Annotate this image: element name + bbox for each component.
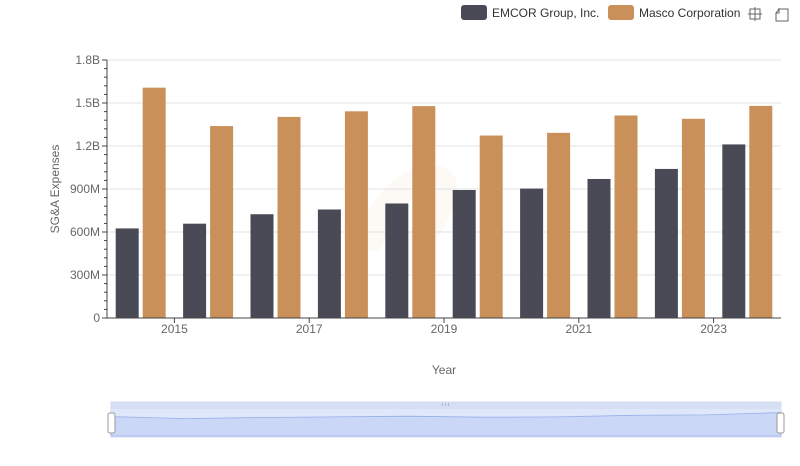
legend-item-emcor[interactable]: EMCOR Group, Inc. [461, 5, 599, 20]
y-axis-label: SG&A Expenses [48, 145, 62, 234]
x-tick-label: 2021 [565, 322, 592, 336]
x-tick-label: 2017 [296, 322, 323, 336]
legend[interactable]: EMCOR Group, Inc. Masco Corporation [461, 5, 740, 20]
bar-masco-2014[interactable] [142, 87, 166, 318]
bar-emcor-2023[interactable] [722, 144, 746, 318]
y-tick-label: 300M [70, 268, 100, 282]
bar-masco-2019[interactable] [479, 135, 503, 318]
bar-emcor-2015[interactable] [183, 223, 207, 318]
bar-masco-2017[interactable] [344, 111, 368, 318]
bar-masco-2018[interactable] [412, 106, 436, 319]
bar-emcor-2019[interactable] [452, 190, 476, 318]
x-axis: 2015 2017 2019 2021 2023 [107, 317, 781, 336]
bars [115, 87, 773, 319]
x-tick-label: 2015 [161, 322, 188, 336]
slider-grip-icon[interactable] [442, 403, 449, 406]
bar-masco-2022[interactable] [681, 118, 705, 319]
bar-emcor-2021[interactable] [587, 178, 611, 318]
y-tick-label: 900M [70, 182, 100, 196]
bar-emcor-2022[interactable] [654, 168, 678, 318]
bar-masco-2023[interactable] [749, 105, 773, 319]
bar-emcor-2014[interactable] [115, 228, 139, 318]
legend-swatch-emcor [461, 5, 487, 20]
bar-masco-2021[interactable] [614, 115, 638, 318]
legend-item-masco[interactable]: Masco Corporation [608, 5, 740, 20]
y-tick-label: 600M [70, 225, 100, 239]
bar-emcor-2016[interactable] [250, 214, 274, 318]
y-tick-label: 1.2B [75, 139, 100, 153]
bar-masco-2015[interactable] [210, 126, 234, 318]
restore-icon[interactable] [775, 7, 789, 22]
zoom-icon[interactable] [748, 7, 762, 21]
x-axis-label: Year [432, 363, 456, 377]
data-zoom-slider[interactable] [107, 401, 785, 438]
x-tick-label: 2023 [700, 322, 727, 336]
y-tick-label: 1.8B [75, 53, 100, 67]
bar-masco-2020[interactable] [547, 132, 571, 318]
bar-masco-2016[interactable] [277, 116, 301, 319]
y-tick-label: 0 [93, 311, 100, 325]
legend-swatch-masco [608, 5, 634, 20]
grid [107, 59, 781, 276]
legend-label-emcor: EMCOR Group, Inc. [492, 6, 599, 20]
bar-emcor-2018[interactable] [385, 203, 409, 318]
y-axis: 0 300M 600M 900M 1.2B 1.5B 1.8B [70, 53, 108, 325]
legend-label-masco: Masco Corporation [639, 6, 740, 20]
slider-handle-left[interactable] [107, 412, 116, 434]
x-tick-label: 2019 [431, 322, 458, 336]
bar-emcor-2020[interactable] [520, 188, 544, 318]
slider-handle-right[interactable] [776, 412, 785, 434]
bar-emcor-2017[interactable] [317, 209, 341, 319]
y-tick-label: 1.5B [75, 96, 100, 110]
